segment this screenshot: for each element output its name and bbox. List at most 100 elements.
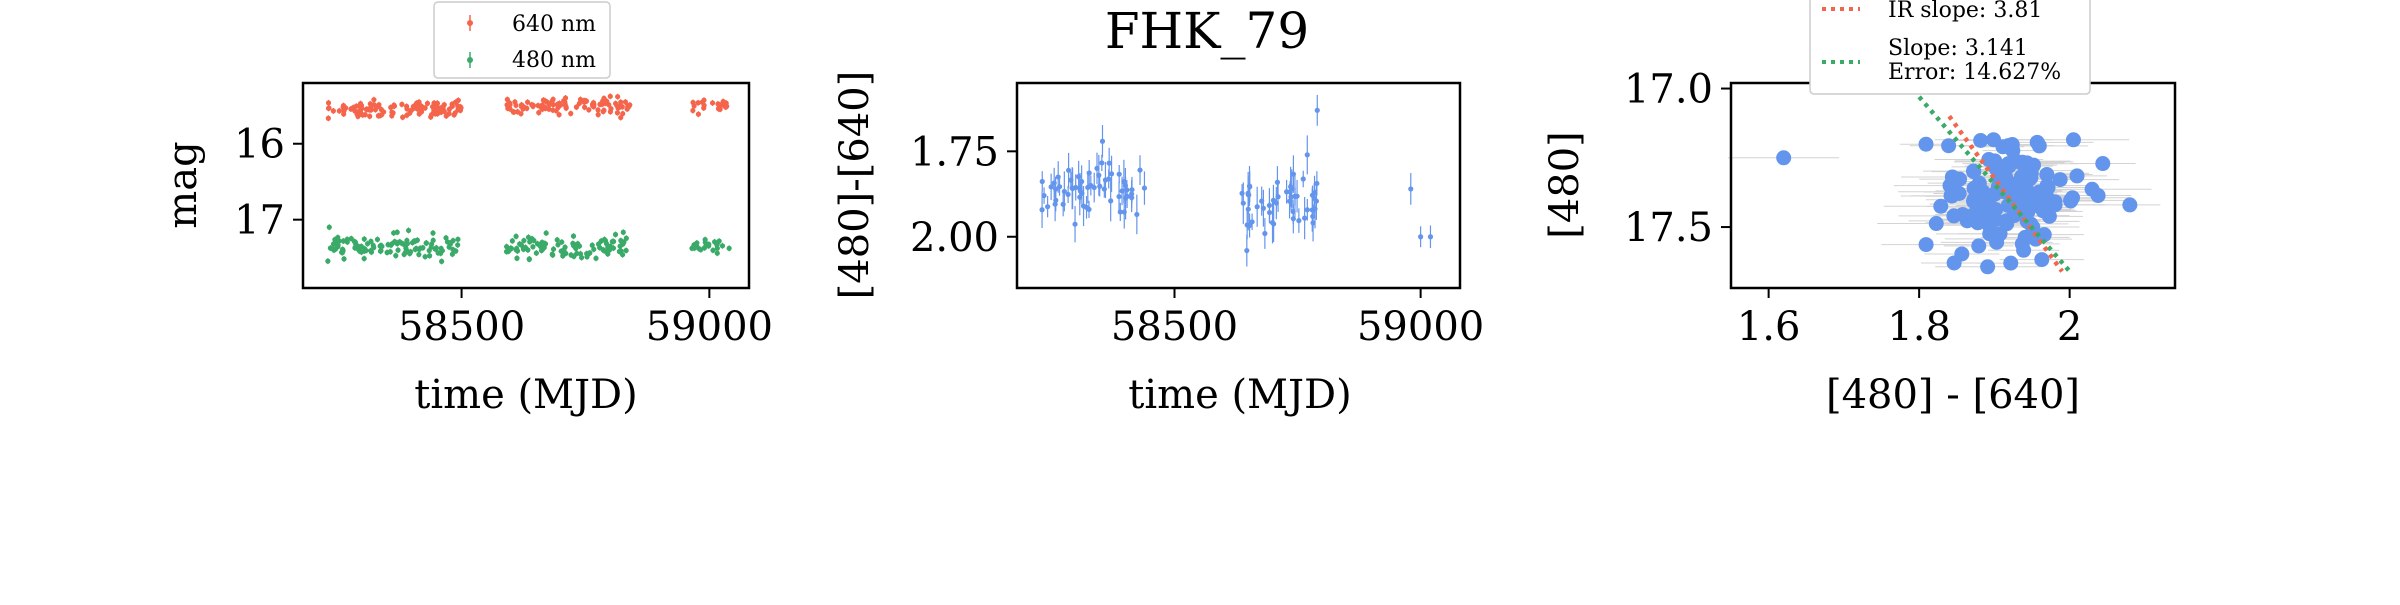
data-point (1427, 234, 1434, 240)
data-point (2095, 156, 2111, 172)
data-point (715, 101, 721, 107)
data-point (1052, 201, 1058, 207)
color-magnitude-panel: 1.6 1.8 2 17.0 17.5 [480] - [640] [480] IR s… (1542, 0, 2177, 418)
data-point (607, 93, 613, 99)
data-point (325, 258, 331, 264)
data-point (691, 103, 697, 109)
data-point (361, 255, 367, 262)
data-point (539, 102, 545, 108)
data-point (394, 229, 400, 235)
data-point (595, 112, 601, 118)
data-point (1314, 107, 1320, 113)
data-point (439, 104, 445, 110)
data-point (405, 227, 412, 234)
data-point (361, 248, 367, 254)
data-point (520, 106, 526, 112)
data-point (2034, 252, 2050, 268)
data-point (449, 101, 455, 107)
data-point (401, 251, 407, 258)
data-point (1141, 185, 1148, 191)
data-point (1249, 219, 1255, 225)
data-point (595, 241, 602, 247)
data-point (1304, 207, 1310, 213)
data-point (2039, 166, 2055, 182)
data-point (1946, 255, 1962, 271)
data-point (2014, 154, 2030, 170)
data-point (1244, 222, 1250, 228)
data-point (377, 248, 384, 254)
data-point (554, 237, 560, 243)
data-point (1274, 179, 1281, 185)
data-point (541, 244, 547, 251)
figure-title: FHK_79 (1105, 2, 1309, 60)
x-tick-label: 1.6 (1737, 304, 1801, 350)
data-point (1408, 186, 1414, 192)
data-point (340, 238, 346, 244)
data-point (623, 235, 629, 241)
data-point (536, 110, 542, 116)
data-point (568, 110, 574, 117)
data-point (623, 247, 629, 254)
color-curve-xlabel: time (MJD) (1128, 372, 1351, 418)
data-point (325, 100, 332, 106)
data-point (326, 105, 332, 111)
lightcurve-points (325, 93, 732, 265)
data-point (1072, 221, 1078, 227)
data-point (696, 246, 702, 252)
data-point (371, 102, 377, 108)
data-point (449, 251, 455, 257)
data-point (453, 248, 459, 254)
data-point (709, 100, 716, 106)
data-point (416, 102, 423, 108)
legend-box (1809, 0, 2091, 95)
data-point (1096, 172, 1102, 178)
data-point (375, 113, 381, 119)
data-point (578, 254, 585, 261)
data-point (701, 102, 707, 108)
data-point (1955, 207, 1971, 223)
data-point (546, 106, 552, 112)
data-point (1097, 183, 1103, 189)
data-point (1292, 193, 1298, 200)
data-point (507, 106, 513, 112)
data-point (391, 103, 398, 109)
data-point (404, 237, 410, 244)
data-point (1970, 195, 1986, 211)
data-point (2065, 132, 2081, 148)
x-tick-label: 59000 (646, 304, 773, 350)
data-point (431, 108, 437, 114)
data-point (1244, 247, 1250, 254)
data-point (1300, 176, 1306, 182)
legend-label-640: 640 nm (512, 12, 596, 37)
data-point (606, 102, 612, 108)
data-point (1079, 178, 1085, 185)
color-magnitude-ylabel: [480] (1542, 131, 1588, 239)
data-point (2047, 197, 2063, 213)
data-point (1068, 177, 1074, 183)
data-point (571, 243, 578, 250)
data-point (1928, 216, 1944, 232)
data-point (1980, 259, 1996, 275)
data-point (1262, 230, 1268, 237)
data-point (357, 248, 363, 254)
x-tick-label: 1.8 (1887, 304, 1951, 350)
data-point (584, 251, 590, 257)
data-point (601, 107, 607, 113)
legend-marker-480-dot (467, 57, 473, 63)
data-point (1116, 193, 1122, 200)
data-point (573, 104, 580, 110)
data-point (1083, 204, 1090, 210)
data-point (325, 115, 331, 121)
lightcurve-legend: 640 nm 480 nm (433, 1, 611, 79)
data-point (358, 243, 364, 249)
data-point (1053, 197, 1059, 203)
data-point (691, 242, 697, 248)
data-point (563, 103, 569, 109)
data-point (1918, 136, 1934, 152)
data-point (1933, 198, 1949, 214)
data-point (530, 244, 536, 250)
data-point (589, 242, 595, 248)
y-tick-label: 17.5 (1624, 205, 1713, 251)
data-point (439, 258, 445, 265)
data-point (399, 240, 405, 247)
